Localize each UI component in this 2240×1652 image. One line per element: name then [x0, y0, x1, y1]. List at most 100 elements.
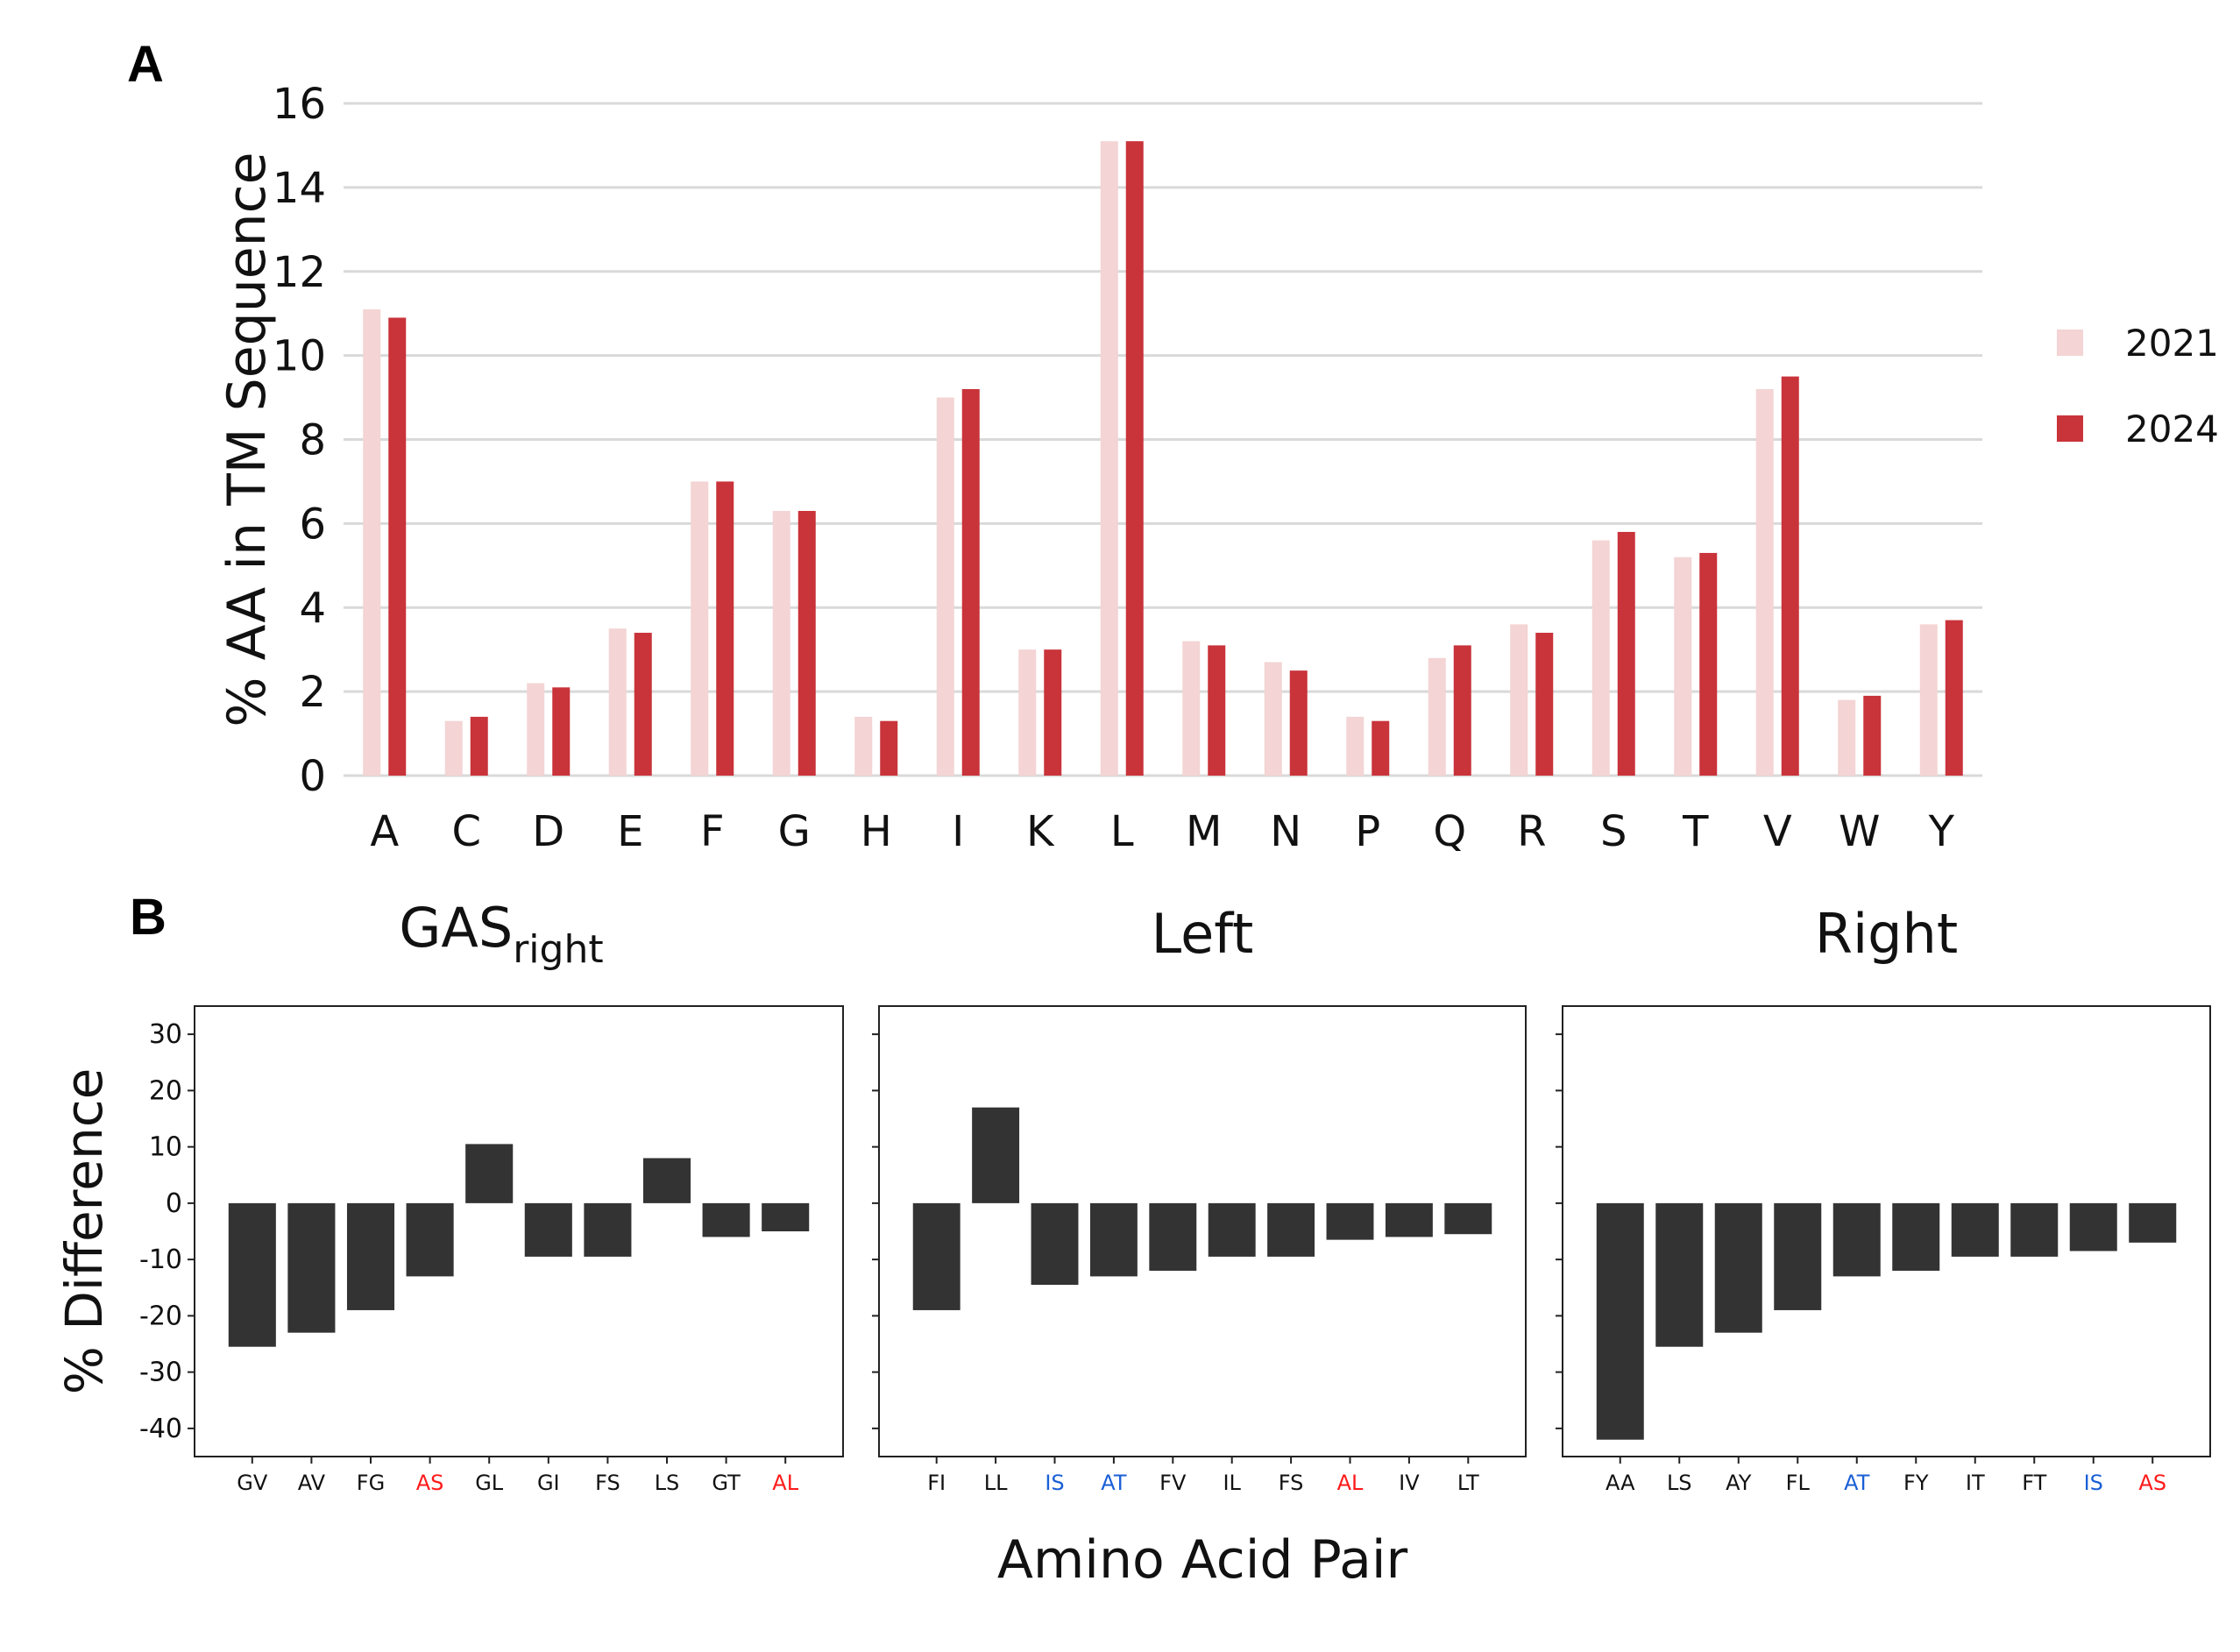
x-axis-label: Amino Acid Pair — [997, 1529, 1408, 1591]
y-tick-label: -10 — [139, 1244, 182, 1275]
y-tick-label: 10 — [149, 1132, 182, 1163]
bar-LS — [1655, 1202, 1704, 1347]
bar-2021-S — [1591, 540, 1610, 776]
x-tick-label: Q — [1433, 807, 1466, 856]
bar-FS — [1267, 1202, 1315, 1257]
facet-frame — [194, 1005, 844, 1457]
bar-AY — [1714, 1202, 1762, 1333]
x-tick-label: LL — [984, 1471, 1008, 1495]
bar-2024-L — [1125, 141, 1144, 776]
bar-2021-H — [854, 716, 873, 776]
panel-b-label: B — [130, 889, 167, 946]
bar-FI — [912, 1202, 961, 1310]
bar-2024-N — [1289, 670, 1308, 776]
bar-2021-Y — [1919, 624, 1938, 776]
bar-2024-A — [388, 317, 407, 776]
bar-2021-F — [691, 481, 709, 776]
y-tick-label: 4 — [299, 584, 326, 633]
y-tick-label: 14 — [273, 164, 326, 213]
bar-2024-K — [1044, 649, 1062, 776]
x-tick-label: AT — [1844, 1471, 1870, 1495]
y-tick-label: 6 — [299, 500, 326, 549]
bar-2021-I — [936, 397, 954, 776]
bar-2021-R — [1510, 624, 1528, 776]
bar-AL — [1326, 1202, 1374, 1240]
bar-2021-T — [1674, 557, 1692, 776]
x-tick-label: FG — [357, 1471, 385, 1495]
x-tick-label: FY — [1903, 1471, 1929, 1495]
bar-GL — [465, 1144, 514, 1203]
bar-FV — [1149, 1202, 1197, 1271]
x-tick-label: I — [952, 807, 964, 856]
x-tick-label: IT — [1966, 1471, 1985, 1495]
bar-2024-P — [1372, 720, 1390, 776]
bar-FG — [346, 1202, 395, 1310]
x-tick-label: R — [1517, 807, 1546, 856]
facet-left: Left FI LL IS AT FV IL FS AL IV LT — [872, 902, 1527, 1495]
y-tick-label: 0 — [166, 1188, 182, 1219]
bar-AS — [2129, 1202, 2177, 1243]
y-tick-label: -20 — [139, 1301, 182, 1331]
bar-2021-N — [1264, 662, 1282, 776]
bar-2024-S — [1617, 531, 1635, 776]
bar-AS — [406, 1202, 454, 1277]
legend-label: 2024 — [2125, 408, 2219, 450]
legend-label: 2021 — [2125, 322, 2219, 365]
facet-gas: 30 20 10 0 -10 -20 -30 -40 GASright GV AV FG AS GL GI F… — [139, 896, 844, 1495]
x-tick-label: AV — [298, 1471, 326, 1495]
x-tick-label: N — [1270, 807, 1301, 856]
bar-IS — [2069, 1202, 2117, 1251]
bar-2021-G — [772, 510, 790, 776]
x-tick-label: AS — [416, 1471, 444, 1495]
x-tick-label: LS — [1667, 1471, 1692, 1495]
bar-2021-L — [1100, 141, 1118, 776]
y-axis-label: % AA in TM Sequence — [216, 152, 278, 727]
bar-2021-D — [527, 683, 545, 776]
x-tick-label: FV — [1159, 1471, 1187, 1495]
bar-2021-A — [363, 308, 381, 776]
x-tick-label: V — [1763, 807, 1792, 856]
bar-GT — [702, 1202, 750, 1237]
bar-2021-Q — [1428, 657, 1446, 776]
bar-2024-M — [1208, 645, 1226, 776]
bar-FL — [1774, 1202, 1822, 1310]
bar-GV — [228, 1202, 276, 1347]
x-tick-label: P — [1355, 807, 1380, 856]
bar-2024-Y — [1945, 620, 1963, 776]
bar-2024-Q — [1453, 645, 1471, 776]
bar-2024-W — [1863, 695, 1882, 776]
bar-2021-E — [608, 628, 627, 776]
x-tick-label: W — [1839, 807, 1880, 856]
x-tick-label: IV — [1399, 1471, 1420, 1495]
y-tick-label: 30 — [149, 1019, 182, 1050]
x-tick-label: D — [532, 807, 564, 856]
bar-LT — [1444, 1202, 1492, 1235]
x-tick-label: AT — [1101, 1471, 1127, 1495]
bar-2024-G — [797, 510, 816, 776]
bar-2021-M — [1182, 641, 1201, 776]
bar-IV — [1385, 1202, 1433, 1237]
y-tick-label: 20 — [149, 1075, 182, 1106]
bar-2024-F — [716, 481, 734, 776]
x-tick-label: IL — [1223, 1471, 1241, 1495]
bar-FY — [1892, 1202, 1940, 1271]
panel-b-charts: 30 20 10 0 -10 -20 -30 -40 GASright GV AV FG AS GL GI F… — [54, 896, 2211, 1591]
y-tick-label: -30 — [139, 1358, 182, 1388]
x-tick-label: FT — [2022, 1471, 2046, 1495]
x-tick-label: Y — [1928, 807, 1955, 856]
x-tick-label: H — [861, 807, 892, 856]
bar-2024-D — [552, 687, 571, 776]
bar-AT — [1089, 1202, 1138, 1277]
x-tick-label: AS — [2138, 1471, 2166, 1495]
facet-frame — [878, 1005, 1527, 1457]
x-tick-label: F — [700, 807, 725, 856]
y-tick-label: -40 — [139, 1414, 182, 1444]
x-tick-label: M — [1186, 807, 1222, 856]
y-tick-label: 16 — [273, 80, 326, 129]
x-tick-label: L — [1110, 807, 1134, 856]
x-tick-label: LS — [655, 1471, 680, 1495]
bar-GI — [524, 1202, 572, 1257]
bar-AA — [1596, 1202, 1644, 1440]
